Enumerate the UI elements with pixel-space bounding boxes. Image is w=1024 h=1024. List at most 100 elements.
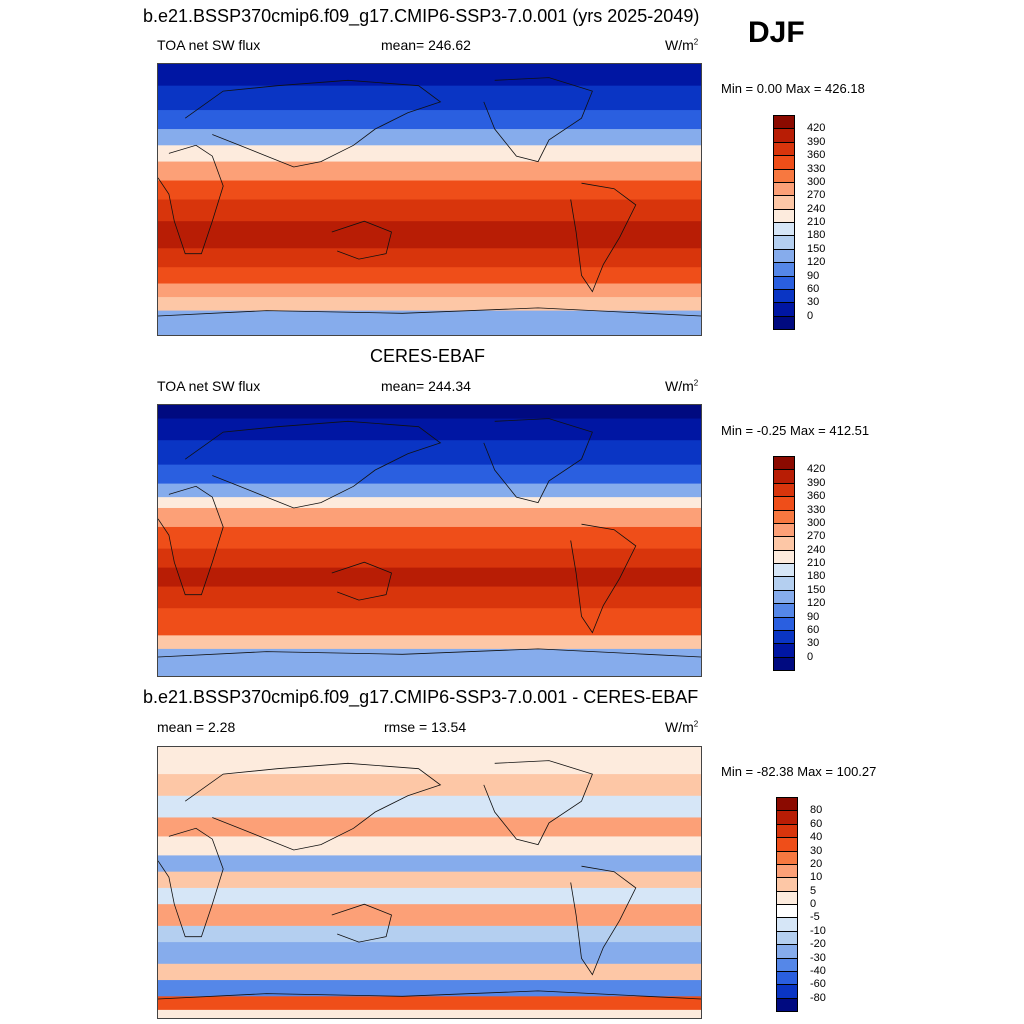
- field-band: [158, 221, 701, 249]
- colorbar-swatch: [773, 222, 795, 237]
- colorbar-swatch: [776, 823, 798, 839]
- colorbar-tick-label: -5: [810, 911, 820, 924]
- field-band: [158, 64, 701, 87]
- continent-outline: [158, 144, 224, 255]
- panel1-map: [157, 63, 702, 336]
- colorbar-tick-label: 330: [807, 162, 826, 175]
- field-band: [158, 145, 701, 163]
- field-band: [158, 526, 701, 550]
- colorbar-tick-label: 90: [807, 269, 820, 282]
- field-band: [158, 567, 701, 588]
- colorbar-swatch: [776, 850, 798, 865]
- continent-outline: [184, 79, 442, 168]
- field-band: [158, 310, 701, 335]
- field-band: [158, 464, 701, 485]
- field-band: [158, 180, 701, 200]
- continent-outline: [570, 865, 637, 976]
- colorbar-tick-label: -30: [810, 951, 826, 964]
- field-band: [158, 440, 701, 466]
- colorbar-swatch: [776, 917, 798, 932]
- colorbar-tick-label: 240: [807, 543, 826, 556]
- colorbar-tick-label: 5: [810, 884, 817, 897]
- colorbar-tick-label: 150: [807, 583, 826, 596]
- field-band: [158, 129, 701, 146]
- field-band: [158, 774, 701, 797]
- colorbar-tick-label: 330: [807, 503, 826, 516]
- colorbar-swatch: [776, 797, 798, 812]
- panel1-minmax: Min = 0.00 Max = 426.18: [721, 81, 865, 96]
- colorbar-swatch: [776, 890, 798, 905]
- field-band: [158, 110, 701, 130]
- continent-outline: [483, 77, 593, 163]
- panel2-colorbar: 420 390 360 330 300 270 240 210 180 150 120 90 60 30 0: [773, 456, 863, 671]
- field-band: [158, 297, 701, 312]
- colorbar-tick-label: -20: [810, 938, 826, 951]
- colorbar-swatch: [776, 863, 798, 879]
- field-band: [158, 925, 701, 943]
- colorbar-tick-label: 420: [807, 463, 826, 476]
- panel2-title: CERES-EBAF: [370, 346, 486, 366]
- colorbar-swatch: [776, 904, 798, 919]
- panel2-minmax: Min = -0.25 Max = 412.51: [721, 423, 870, 438]
- colorbar-swatch: [773, 576, 795, 591]
- colorbar-swatch: [773, 275, 795, 290]
- colorbar-swatch: [773, 168, 795, 183]
- field-band: [158, 586, 701, 609]
- panel3-colorbar: 80 60 40 30 20 10 5 0 -5 -10 -20 -30 -40 -60 -80: [776, 797, 866, 1012]
- field-band: [158, 483, 701, 498]
- colorbar-swatch: [773, 235, 795, 250]
- colorbar-swatch: [773, 208, 795, 223]
- field-band: [158, 199, 701, 222]
- panel2-variable: TOA net SW flux: [157, 378, 261, 394]
- continent-outline: [158, 485, 224, 596]
- panel1-mean: mean= 246.62: [381, 37, 471, 53]
- field-band: [158, 548, 701, 569]
- colorbar-tick-label: 60: [810, 817, 823, 830]
- continent-outline: [158, 990, 701, 1000]
- colorbar-tick-label: 30: [807, 637, 820, 650]
- colorbar-swatch: [773, 509, 795, 524]
- colorbar-tick-label: 360: [807, 149, 826, 162]
- field-band: [158, 267, 701, 285]
- colorbar-swatch: [773, 262, 795, 277]
- colorbar-swatch: [773, 643, 795, 658]
- colorbar-swatch: [776, 957, 798, 972]
- colorbar-swatch: [773, 589, 795, 605]
- continent-outline: [331, 903, 392, 943]
- colorbar-swatch: [773, 195, 795, 210]
- continent-outline: [184, 420, 442, 509]
- continent-outline: [158, 827, 224, 938]
- season-label: DJF: [748, 16, 805, 49]
- colorbar-tick-label: 60: [807, 623, 820, 636]
- field-band: [158, 747, 701, 775]
- colorbar-swatch: [773, 128, 795, 143]
- colorbar-swatch: [773, 141, 795, 157]
- continent-outline: [331, 561, 392, 601]
- colorbar-swatch: [773, 115, 795, 130]
- colorbar-swatch: [773, 456, 795, 471]
- colorbar-swatch: [773, 549, 795, 564]
- colorbar-tick-label: 180: [807, 229, 826, 242]
- field-band: [158, 248, 701, 268]
- continent-outline: [483, 418, 593, 504]
- colorbar-tick-label: 270: [807, 530, 826, 543]
- colorbar-swatch: [773, 536, 795, 551]
- colorbar-tick-label: 40: [810, 831, 823, 844]
- colorbar-swatch: [776, 944, 798, 959]
- colorbar-tick-label: -80: [810, 991, 826, 1004]
- field-band: [158, 871, 701, 889]
- field-band: [158, 817, 701, 837]
- panel1-map-field: [158, 64, 701, 335]
- colorbar-tick-label: 240: [807, 202, 826, 215]
- colorbar-swatch: [776, 930, 798, 946]
- field-band: [158, 942, 701, 965]
- field-band: [158, 85, 701, 111]
- colorbar-swatch: [773, 563, 795, 578]
- colorbar-tick-label: 300: [807, 175, 826, 188]
- panel1-variable: TOA net SW flux: [157, 37, 261, 53]
- colorbar-swatch: [773, 181, 795, 197]
- field-band: [158, 608, 701, 636]
- colorbar-swatch: [773, 482, 795, 498]
- colorbar-swatch: [773, 616, 795, 631]
- field-band: [158, 418, 701, 441]
